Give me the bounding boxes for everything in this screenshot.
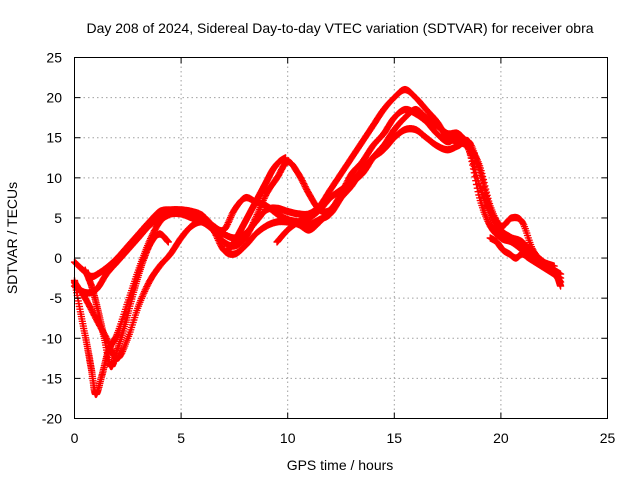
data-series xyxy=(70,85,565,399)
y-tick-label: -10 xyxy=(42,330,62,346)
y-tick-labels: -20 -15 -10 -5 0 5 10 15 20 25 xyxy=(42,50,62,427)
x-tick-label: 15 xyxy=(387,430,403,446)
y-tick-label: 25 xyxy=(46,50,62,66)
series-arc-6 xyxy=(224,154,290,254)
series-arc-7 xyxy=(273,142,388,246)
x-tick-label: 10 xyxy=(280,430,296,446)
x-tick-labels: 0 5 10 15 20 25 xyxy=(71,430,616,446)
series-markers xyxy=(70,125,558,362)
x-tick-label: 25 xyxy=(600,430,616,446)
axis-ticks xyxy=(74,57,608,419)
series-arc-8 xyxy=(486,234,565,282)
x-tick-label: 5 xyxy=(177,430,185,446)
x-tick-label: 20 xyxy=(493,430,509,446)
y-tick-label: 20 xyxy=(46,90,62,106)
y-tick-label: 0 xyxy=(54,250,62,266)
series-arc-4 xyxy=(70,125,558,362)
y-tick-label: -15 xyxy=(42,370,62,386)
x-axis-label: GPS time / hours xyxy=(287,457,394,473)
series-line xyxy=(73,129,555,359)
series-line xyxy=(489,237,562,279)
y-tick-label: 15 xyxy=(46,130,62,146)
y-tick-label: -20 xyxy=(42,411,62,427)
y-tick-label: 10 xyxy=(46,170,62,186)
series-line xyxy=(276,145,385,243)
series-arc-5 xyxy=(81,230,172,371)
y-axis-label: SDTVAR / TECUs xyxy=(4,182,20,294)
y-tick-label: -5 xyxy=(50,290,63,306)
chart-title: Day 208 of 2024, Sidereal Day-to-day VTE… xyxy=(86,20,593,36)
x-tick-label: 0 xyxy=(71,430,79,446)
series-line xyxy=(84,233,169,368)
plot-frame xyxy=(74,57,608,419)
series-line xyxy=(227,157,287,251)
y-tick-label: 5 xyxy=(54,210,62,226)
